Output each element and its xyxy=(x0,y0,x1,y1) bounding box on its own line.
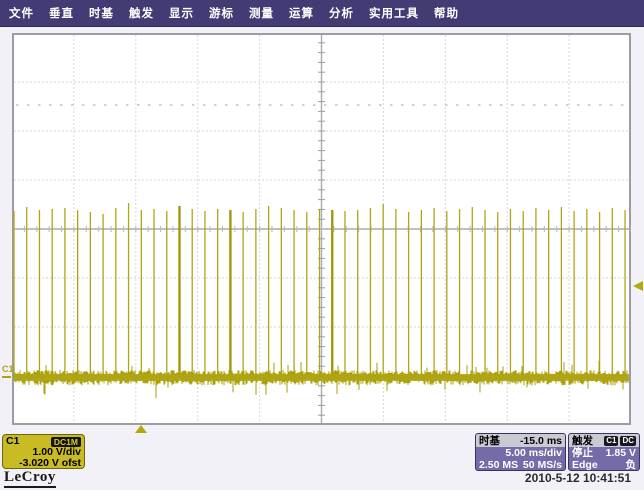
menu-item-help[interactable]: 帮助 xyxy=(434,8,459,20)
menu-item-display[interactable]: 显示 xyxy=(169,8,194,20)
lecroy-logo: LeCroy xyxy=(4,469,56,488)
trigger-source-badge: C1 xyxy=(604,435,619,446)
trigger-level: 1.85 V xyxy=(605,447,636,459)
graticule-grid xyxy=(12,33,631,425)
trigger-coupling-badge: DC xyxy=(620,435,636,446)
menu-item-measure[interactable]: 测量 xyxy=(249,8,274,20)
channel-name: C1 xyxy=(6,435,20,447)
waveform-display-area xyxy=(0,27,644,432)
ground-level-dash xyxy=(2,376,11,378)
datetime-display: 2010-5-12 10:41:51 xyxy=(524,471,631,485)
trace-noise-core xyxy=(14,374,629,381)
channel-scale: 1.00 V/div xyxy=(32,446,81,458)
trigger-title: 触发 xyxy=(572,434,593,447)
channel-offset: -3.020 V ofst xyxy=(19,457,81,469)
menu-item-vertical[interactable]: 垂直 xyxy=(49,8,74,20)
channel-ground-indicator: C1 xyxy=(2,365,14,378)
menu-item-timebase[interactable]: 时基 xyxy=(89,8,114,20)
timebase-samples: 2.50 MS xyxy=(479,459,519,471)
channel-ground-label: C1 xyxy=(2,364,14,374)
menu-item-cursors[interactable]: 游标 xyxy=(209,8,234,20)
trigger-delay-marker-icon[interactable] xyxy=(135,425,147,433)
trigger-slope: 负 xyxy=(625,459,637,471)
timebase-rate: 50 MS/s xyxy=(522,459,562,471)
trigger-status: 停止 xyxy=(572,447,593,459)
trigger-mode: Edge xyxy=(572,459,598,471)
menu-item-trigger[interactable]: 触发 xyxy=(129,8,154,20)
menu-bar: 文件 垂直 时基 触发 显示 游标 测量 运算 分析 实用工具 帮助 xyxy=(0,0,644,27)
trigger-level-arrow-icon[interactable] xyxy=(633,281,643,291)
menu-item-analysis[interactable]: 分析 xyxy=(329,8,354,20)
menu-item-utilities[interactable]: 实用工具 xyxy=(369,8,419,20)
channel-c1-descriptor-box[interactable]: C1 DC1M 1.00 V/div -3.020 V ofst xyxy=(2,434,85,469)
timebase-delay: -15.0 ms xyxy=(519,434,562,447)
timebase-scale: 5.00 ms/div xyxy=(505,447,562,459)
menu-item-file[interactable]: 文件 xyxy=(9,8,34,20)
timebase-title: 时基 xyxy=(479,434,500,447)
menu-item-math[interactable]: 运算 xyxy=(289,8,314,20)
trigger-descriptor-box[interactable]: 触发 C1 DC 停止 1.85 V Edge 负 xyxy=(568,433,640,471)
channel-coupling-badge: DC1M xyxy=(50,436,81,447)
timebase-descriptor-box[interactable]: 时基 -15.0 ms 5.00 ms/div 2.50 MS 50 MS/s xyxy=(475,433,566,471)
